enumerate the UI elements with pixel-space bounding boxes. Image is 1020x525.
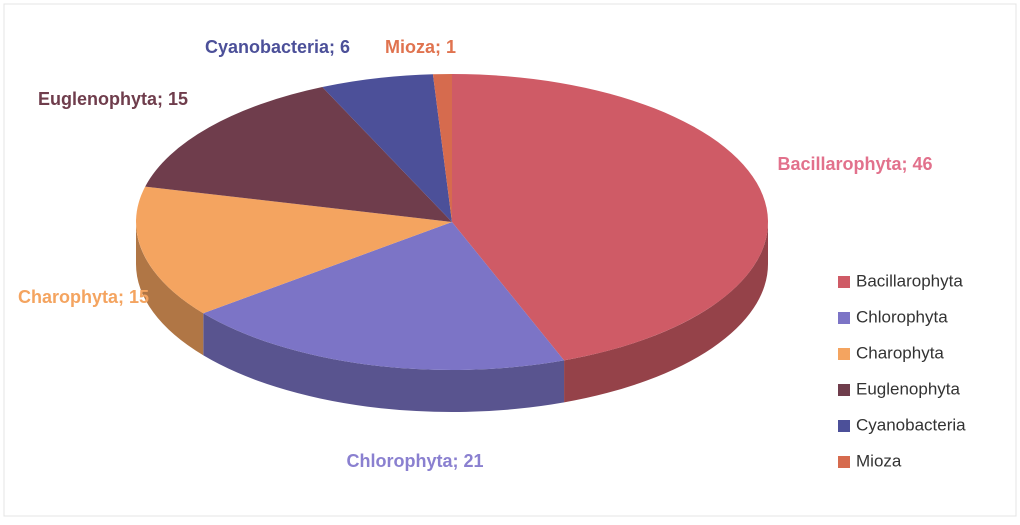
- data-label: Euglenophyta; 15: [38, 89, 188, 109]
- data-label: Charophyta; 15: [18, 287, 149, 307]
- legend-swatch: [838, 456, 850, 468]
- legend-label: Mioza: [856, 451, 902, 470]
- pie-slice: [136, 186, 453, 314]
- pie-slice: [452, 74, 769, 361]
- legend-label: Euglenophyta: [856, 379, 961, 398]
- legend-swatch: [838, 348, 850, 360]
- pie-side: [203, 313, 565, 412]
- pie-slice: [322, 74, 452, 222]
- pie-sides: [136, 222, 768, 412]
- pie-tops: [136, 74, 769, 370]
- legend-swatch: [838, 276, 850, 288]
- legend-swatch: [838, 312, 850, 324]
- pie-slice: [203, 222, 565, 370]
- pie-slice: [432, 74, 452, 222]
- data-label: Chlorophyta; 21: [346, 451, 483, 471]
- legend-swatch: [838, 420, 850, 432]
- pie-side: [564, 222, 768, 403]
- legend-label: Cyanobacteria: [856, 415, 966, 434]
- data-label: Bacillarophyta; 46: [777, 154, 932, 174]
- legend-swatch: [838, 384, 850, 396]
- pie-side: [136, 222, 204, 356]
- legend-label: Bacillarophyta: [856, 271, 963, 290]
- legend-label: Chlorophyta: [856, 307, 948, 326]
- data-label: Mioza; 1: [385, 37, 456, 57]
- legend-label: Charophyta: [856, 343, 944, 362]
- data-label: Cyanobacteria; 6: [205, 37, 350, 57]
- pie-slice: [145, 87, 453, 223]
